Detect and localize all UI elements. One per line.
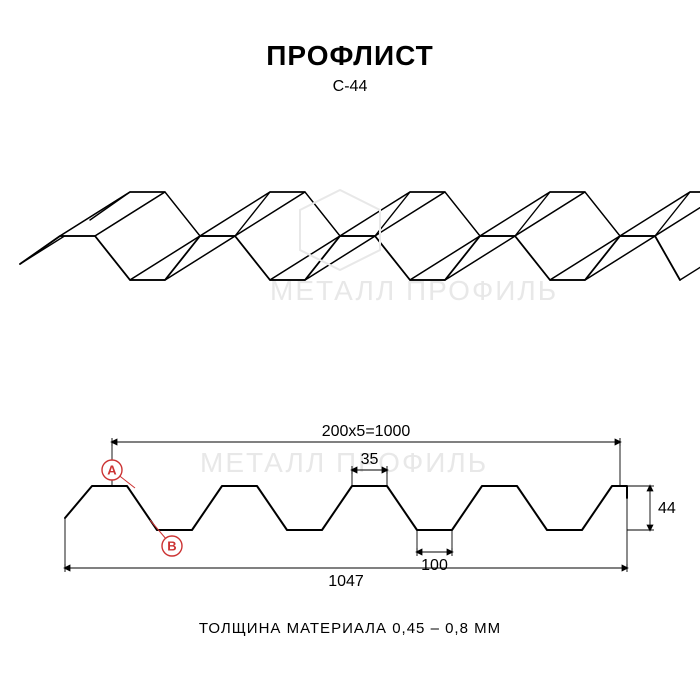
cross-section-drawing: МЕТАЛЛ ПРОФИЛЬ 200х5=1000 35 44 100 1047 A B (0, 400, 700, 590)
footer-text: ТОЛЩИНА МАТЕРИАЛА 0,45 – 0,8 ММ (0, 620, 700, 637)
svg-text:200х5=1000: 200х5=1000 (322, 423, 411, 440)
page-title: ПРОФЛИСТ (0, 40, 700, 72)
watermark-text: МЕТАЛЛ ПРОФИЛЬ (200, 447, 488, 478)
title-block: ПРОФЛИСТ С-44 (0, 0, 700, 96)
svg-text:МЕТАЛЛ ПРОФИЛЬ: МЕТАЛЛ ПРОФИЛЬ (270, 275, 558, 306)
svg-text:B: B (167, 539, 176, 554)
svg-text:1047: 1047 (328, 573, 364, 590)
page-subtitle: С-44 (0, 78, 700, 96)
svg-text:35: 35 (361, 451, 379, 468)
svg-text:A: A (107, 463, 117, 478)
svg-text:44: 44 (658, 500, 676, 517)
svg-text:100: 100 (421, 557, 448, 574)
isometric-drawing: МЕТАЛЛ ПРОФИЛЬ (0, 150, 700, 320)
